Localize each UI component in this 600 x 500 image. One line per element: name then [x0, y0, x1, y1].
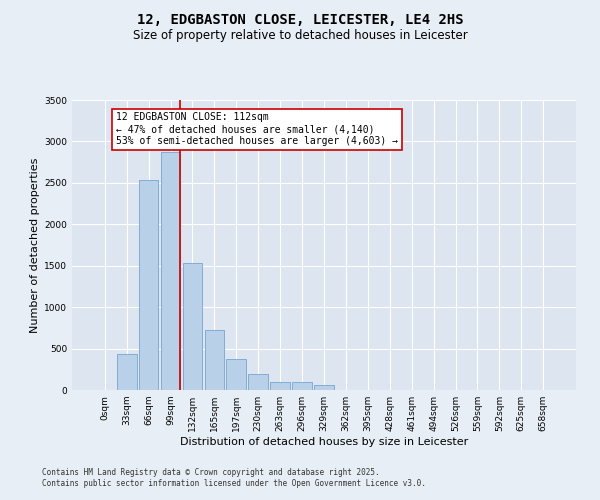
Bar — [139, 180, 158, 390]
Bar — [205, 330, 224, 390]
Text: Size of property relative to detached houses in Leicester: Size of property relative to detached ho… — [133, 29, 467, 42]
Text: Contains HM Land Registry data © Crown copyright and database right 2025.
Contai: Contains HM Land Registry data © Crown c… — [42, 468, 426, 487]
Y-axis label: Number of detached properties: Number of detached properties — [30, 158, 40, 332]
Bar — [314, 385, 334, 390]
Bar — [226, 360, 246, 390]
X-axis label: Distribution of detached houses by size in Leicester: Distribution of detached houses by size … — [180, 437, 468, 447]
Bar — [292, 382, 312, 390]
Bar — [270, 382, 290, 390]
Text: 12, EDGBASTON CLOSE, LEICESTER, LE4 2HS: 12, EDGBASTON CLOSE, LEICESTER, LE4 2HS — [137, 12, 463, 26]
Bar — [248, 374, 268, 390]
Bar — [182, 263, 202, 390]
Text: 12 EDGBASTON CLOSE: 112sqm
← 47% of detached houses are smaller (4,140)
53% of s: 12 EDGBASTON CLOSE: 112sqm ← 47% of deta… — [116, 112, 398, 146]
Bar — [161, 152, 181, 390]
Bar — [117, 354, 137, 390]
